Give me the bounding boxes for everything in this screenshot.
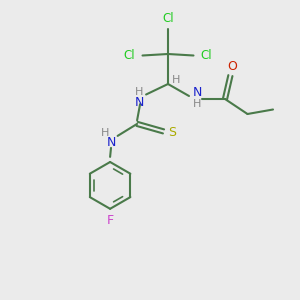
- Text: F: F: [106, 214, 114, 227]
- Text: H: H: [193, 99, 202, 110]
- Text: H: H: [172, 75, 181, 85]
- Text: H: H: [101, 128, 109, 138]
- Text: Cl: Cl: [124, 49, 135, 62]
- Text: N: N: [135, 96, 144, 110]
- Text: O: O: [227, 60, 237, 73]
- Text: N: N: [193, 86, 202, 99]
- Text: S: S: [168, 126, 176, 140]
- Text: Cl: Cl: [162, 12, 174, 25]
- Text: N: N: [106, 136, 116, 149]
- Text: H: H: [135, 87, 143, 97]
- Text: Cl: Cl: [201, 49, 212, 62]
